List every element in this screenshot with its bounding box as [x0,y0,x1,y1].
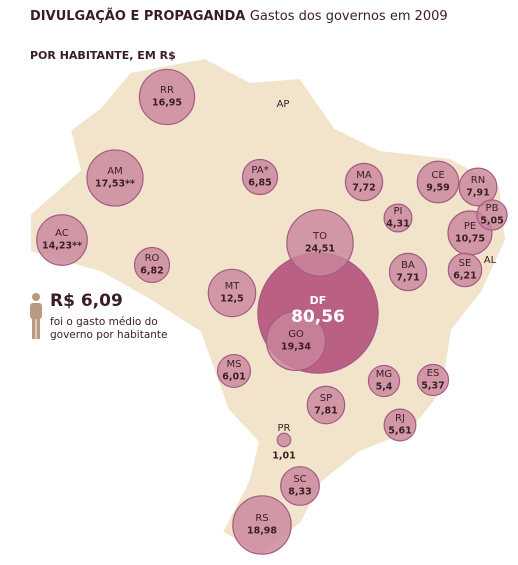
state-label: SC [293,474,306,485]
value-label: 6,82 [140,266,163,277]
value-label: 7,91 [466,188,489,199]
bubble [416,160,460,204]
value-label: 8,33 [288,487,311,498]
state-label: SP [320,393,332,404]
value-label: 5,37 [421,381,444,392]
state-label: RR [160,85,174,96]
bubble [476,199,508,231]
value-label: 7,71 [396,273,419,284]
bubble [416,363,450,397]
bubble [207,268,257,318]
value-label: 5,61 [388,426,411,437]
average-note: governo por habitante [50,329,168,341]
state-label: ES [427,368,440,379]
value-label: 19,34 [281,342,311,353]
average-note: foi o gasto médio do [50,316,158,328]
value-label: 7,72 [352,183,375,194]
value-label: 12,5 [220,294,243,305]
value-label: 4,31 [386,219,409,230]
state-label: BA [401,260,415,271]
bubble [276,432,292,448]
value-label: 16,95 [152,98,182,109]
value-label: 9,59 [426,183,449,194]
subtitle: Gastos dos governos em 2009 [250,9,448,24]
value-label: 17,53** [95,179,135,190]
bubble [232,495,292,555]
bubble [241,158,279,196]
bubble [36,214,88,266]
state-label: RO [145,253,160,264]
state-label: MT [225,281,241,292]
value-label: 6,85 [248,178,271,189]
state-label: PE [464,221,476,232]
state-label: CE [431,170,444,181]
value-label: 7,81 [314,406,337,417]
state-label: RS [255,513,268,524]
bubble [306,385,346,425]
state-label: AC [55,228,69,239]
bubble [216,353,252,389]
value-label: 6,21 [453,271,476,282]
title: DIVULGAÇÃO E PROPAGANDA Gastos dos gover… [30,8,448,24]
state-label: PB [486,203,499,214]
value-label: 80,56 [291,307,345,327]
bubble [383,203,413,233]
bubble [383,408,417,442]
bubble [344,162,384,202]
bubble [388,252,428,292]
state-label: AL [484,255,497,266]
bubble [280,466,320,506]
value-label: 6,01 [222,372,245,383]
bubble [86,149,144,207]
state-label: TO [312,231,327,242]
average-value: R$ 6,09 [50,291,123,311]
bubble [367,364,401,398]
state-label: DF [310,294,327,307]
state-label: RN [471,175,485,186]
state-label: PR [278,423,291,434]
bubble [447,252,483,288]
state-label: SE [459,258,472,269]
bubble [133,246,171,284]
value-label: 24,51 [305,244,335,255]
state-label: RJ [395,413,405,424]
state-label: AM [107,166,122,177]
value-label: 5,05 [480,216,503,227]
state-label: PA* [251,165,268,176]
value-label: 18,98 [247,526,277,537]
value-label: 5,4 [376,382,393,393]
value-label: 1,01 [272,451,295,462]
state-label: GO [288,329,304,340]
person-icon [30,293,42,339]
state-label: MG [376,369,392,380]
bubble [265,310,327,372]
state-label: MS [227,359,242,370]
value-label: 14,23** [42,241,82,252]
value-label: 10,75 [455,234,485,245]
unit-label: POR HABITANTE, EM R$ [30,49,176,62]
state-label: PI [394,206,403,217]
state-label: MA [356,170,372,181]
state-label: AP [277,99,290,110]
bubble [286,209,354,277]
title-text: DIVULGAÇÃO E PROPAGANDA [30,8,245,24]
bubble [458,167,498,207]
bubbles: RR 16,95 AM 17,53** AC 14,23** PA* 6,85 AP MA 7,72… [36,68,508,555]
bubble [138,68,196,126]
